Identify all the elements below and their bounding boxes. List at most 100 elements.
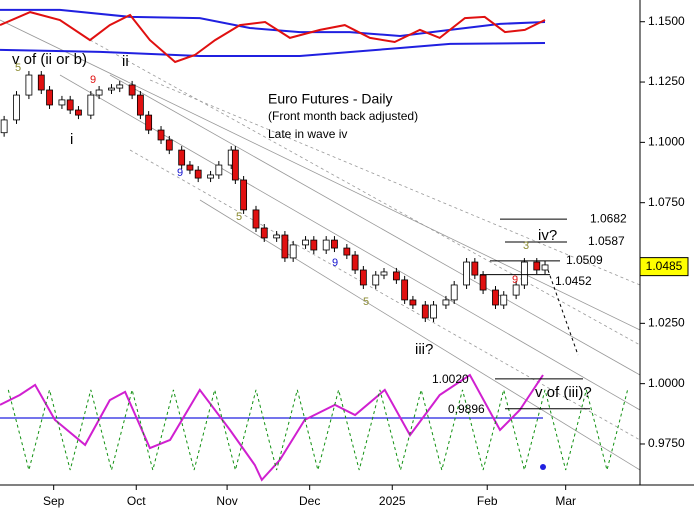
chart-subtitle: (Front month back adjusted) (268, 109, 418, 123)
candle-body (392, 271, 400, 281)
candle-body (136, 94, 144, 116)
x-tick-label: Feb (477, 494, 498, 508)
candle-body (520, 261, 528, 286)
candle-body (372, 274, 380, 286)
candle-body (13, 94, 20, 121)
level-label: 1.0587 (588, 234, 625, 248)
y-tick-label: 0.9750 (648, 436, 685, 450)
candle-body (75, 109, 82, 116)
chart-note: Late in wave iv (268, 127, 347, 141)
candle-body (380, 271, 388, 276)
channel-line (129, 149, 641, 441)
wave-label: 5 (15, 62, 21, 74)
candle-body (273, 234, 281, 239)
candle-body (165, 139, 173, 151)
candle-body (95, 89, 103, 96)
candle-body (533, 261, 541, 271)
wave-label: iv? (538, 227, 557, 244)
level-label: 0.9896 (448, 402, 485, 416)
candle-body (215, 164, 223, 176)
channel-line (109, 74, 641, 376)
wave-label: 9 (512, 274, 518, 286)
candle-body (310, 239, 318, 251)
x-tick-label: 2025 (379, 494, 406, 508)
candle-body (186, 164, 194, 171)
candle-body (512, 284, 520, 296)
wave-label: 5 (236, 211, 242, 223)
candle-body (430, 304, 437, 319)
x-tick-label: Sep (43, 494, 65, 508)
candle-body (194, 169, 202, 179)
candle-body (409, 299, 417, 306)
candle-body (66, 99, 74, 111)
y-tick-label: 1.1500 (648, 14, 685, 28)
y-tick-label: 1.1250 (648, 74, 685, 88)
candle-body (116, 84, 124, 89)
price-tag-label: 1.0485 (646, 259, 683, 273)
candle-body (128, 84, 136, 96)
candle-body (541, 264, 549, 271)
channel-line (59, 74, 641, 411)
candle-body (281, 234, 289, 259)
candle-body (359, 269, 367, 286)
x-tick-label: Mar (555, 494, 576, 508)
candle-body (260, 227, 268, 239)
y-tick-label: 1.0750 (648, 195, 685, 209)
wave-label: v of (iii)? (535, 384, 592, 401)
wave-label: ii (122, 53, 129, 70)
indicator-line (0, 42, 546, 57)
candle-body (492, 289, 499, 306)
x-tick-label: Oct (127, 494, 146, 508)
cycle-dot (540, 464, 546, 470)
level-label: 1.0682 (590, 211, 627, 225)
candle-body (157, 129, 165, 141)
candle-body (207, 174, 214, 179)
candle-body (331, 239, 338, 249)
y-tick-label: 1.0000 (648, 376, 685, 390)
level-label: 1.0452 (555, 274, 592, 288)
channel-lines (0, 19, 641, 471)
candle-body (500, 294, 508, 306)
candle-body (351, 254, 359, 271)
indicator-line (0, 11, 546, 64)
candle-body (450, 284, 458, 301)
indicator-line (0, 8, 546, 38)
candle-body (58, 99, 66, 106)
candle-body (0, 119, 8, 134)
wave-label: iii? (415, 341, 433, 358)
wave-label: i (70, 131, 73, 148)
candle-body (421, 304, 429, 319)
x-tick-label: Dec (299, 494, 320, 508)
candle-body (25, 74, 33, 96)
channel-line (0, 19, 641, 331)
x-tick-label: Nov (216, 494, 237, 508)
candle-body (289, 244, 297, 259)
price-tag (639, 257, 689, 277)
channel-line (89, 39, 641, 346)
wave-label: 9 (332, 257, 338, 269)
channel-line (149, 79, 641, 286)
candle-body (479, 274, 487, 291)
candle-body (46, 89, 53, 106)
wave-label: v of (ii or b) (12, 51, 87, 68)
candle-body (231, 149, 239, 181)
indicator-line (0, 373, 544, 482)
level-label: 1.0020 (432, 372, 469, 386)
candle-body (252, 209, 260, 229)
wave-label: 9 (90, 74, 96, 86)
candle-body (145, 114, 153, 131)
candle-body (463, 261, 470, 286)
candle-body (37, 74, 45, 91)
candle-body (302, 239, 309, 246)
wave-label: 3 (523, 240, 529, 252)
wave-label: 9 (177, 167, 183, 179)
candle-body (108, 87, 115, 91)
candle-body (471, 261, 479, 276)
channel-line (199, 199, 641, 471)
candle-body (240, 179, 248, 211)
candle-body (178, 149, 186, 166)
level-label: 1.0509 (566, 253, 603, 267)
y-tick-label: 1.0250 (648, 316, 685, 330)
y-tick-label: 1.1000 (648, 135, 685, 149)
